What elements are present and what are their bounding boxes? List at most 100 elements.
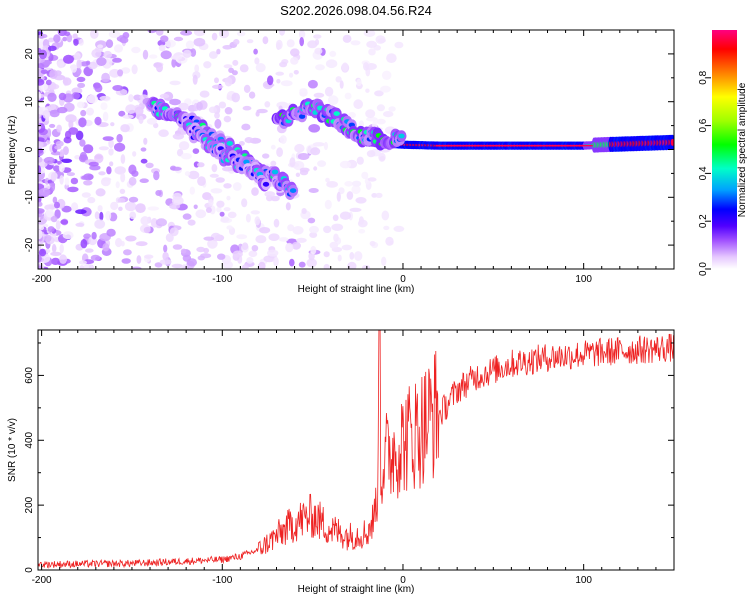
noise-blob — [367, 177, 377, 182]
noise-blob — [365, 109, 376, 118]
noise-blob — [114, 142, 126, 152]
noise-blob — [117, 69, 124, 77]
noise-blob — [120, 172, 126, 183]
noise-blob — [276, 147, 283, 158]
noise-blob — [52, 196, 58, 204]
noise-blob — [59, 149, 65, 157]
noise-blob — [309, 232, 318, 238]
y-tick-label: -20 — [24, 237, 35, 252]
noise-blob — [63, 57, 74, 64]
noise-blob — [112, 57, 122, 63]
noise-blob — [214, 112, 220, 119]
noise-blob — [361, 265, 371, 269]
noise-blob — [333, 233, 339, 243]
colorbar-tick-label: 0.0 — [698, 262, 709, 276]
noise-blob — [90, 30, 99, 39]
noise-blob — [143, 226, 151, 234]
noise-blob — [86, 107, 94, 116]
noise-blob — [325, 59, 338, 69]
noise-blob — [193, 204, 198, 210]
noise-blob — [232, 59, 239, 66]
noise-blob — [255, 63, 266, 73]
noise-blob — [199, 90, 210, 98]
noise-blob — [279, 135, 287, 144]
ridge-blob — [298, 114, 306, 119]
noise-blob — [224, 76, 233, 87]
noise-blob — [170, 166, 182, 171]
noise-blob — [218, 101, 227, 109]
noise-blob — [313, 92, 325, 98]
noise-blob — [120, 67, 131, 74]
noise-blob — [140, 147, 147, 152]
noise-blob — [352, 180, 362, 187]
noise-blob — [59, 254, 67, 264]
x-tick-label: -100 — [212, 575, 232, 586]
noise-blob — [297, 153, 310, 160]
noise-blob — [81, 175, 89, 180]
noise-blob — [323, 263, 330, 269]
noise-blob — [267, 249, 279, 257]
noise-blob — [299, 37, 305, 47]
noise-blob — [194, 64, 200, 73]
noise-blob — [45, 79, 52, 86]
noise-blob — [160, 50, 172, 60]
noise-blob — [44, 204, 55, 211]
noise-blob — [216, 48, 221, 55]
noise-blob — [216, 200, 225, 208]
noise-blob — [290, 57, 299, 65]
noise-blob — [115, 181, 120, 189]
noise-blob — [158, 44, 166, 52]
noise-blob — [291, 241, 301, 250]
noise-blob — [136, 255, 142, 264]
noise-blob — [172, 244, 183, 250]
colorbar-tick-label: 0.8 — [698, 70, 709, 84]
noise-blob — [83, 144, 94, 154]
noise-blob — [339, 211, 352, 220]
noise-blob — [388, 106, 396, 112]
colorbar-tick-label: 0.6 — [698, 118, 709, 132]
noise-blob — [105, 39, 114, 48]
noise-blob — [363, 62, 369, 71]
noise-blob — [38, 63, 45, 69]
noise-blob — [46, 128, 52, 138]
noise-blob — [49, 109, 60, 118]
x-tick-label: 0 — [400, 575, 406, 586]
noise-blob — [314, 47, 323, 55]
noise-blob — [83, 180, 93, 186]
noise-blob — [195, 209, 207, 219]
noise-blob — [47, 226, 55, 233]
noise-blob — [79, 139, 86, 147]
noise-blob — [38, 183, 44, 190]
noise-blob — [149, 54, 158, 59]
noise-blob — [146, 118, 157, 125]
noise-blob — [241, 264, 249, 269]
noise-blob — [132, 151, 137, 157]
noise-blob — [241, 198, 248, 208]
noise-blob — [290, 48, 300, 57]
noise-blob — [101, 177, 112, 182]
noise-blob — [182, 213, 192, 220]
noise-blob — [186, 258, 197, 267]
noise-blob — [115, 237, 123, 248]
noise-blob — [63, 31, 71, 37]
noise-blob — [365, 88, 370, 93]
noise-blob — [289, 72, 294, 78]
noise-blob — [358, 216, 364, 225]
y-tick-label: 400 — [24, 431, 35, 448]
noise-blob — [96, 57, 107, 66]
x-tick-label: -200 — [32, 575, 52, 586]
noise-blob — [77, 82, 86, 88]
noise-blob — [327, 95, 339, 106]
noise-blob — [172, 133, 185, 140]
noise-blob — [106, 228, 116, 237]
noise-blob — [267, 75, 274, 86]
noise-blob — [231, 92, 240, 103]
noise-blob — [268, 233, 280, 241]
y-tick-label: 0 — [24, 567, 35, 573]
colorbar-gradient — [712, 30, 737, 269]
noise-blob — [144, 254, 154, 259]
noise-blob — [61, 205, 72, 213]
noise-blob — [211, 32, 218, 41]
noise-blob — [215, 177, 225, 183]
noise-blob — [310, 245, 317, 255]
